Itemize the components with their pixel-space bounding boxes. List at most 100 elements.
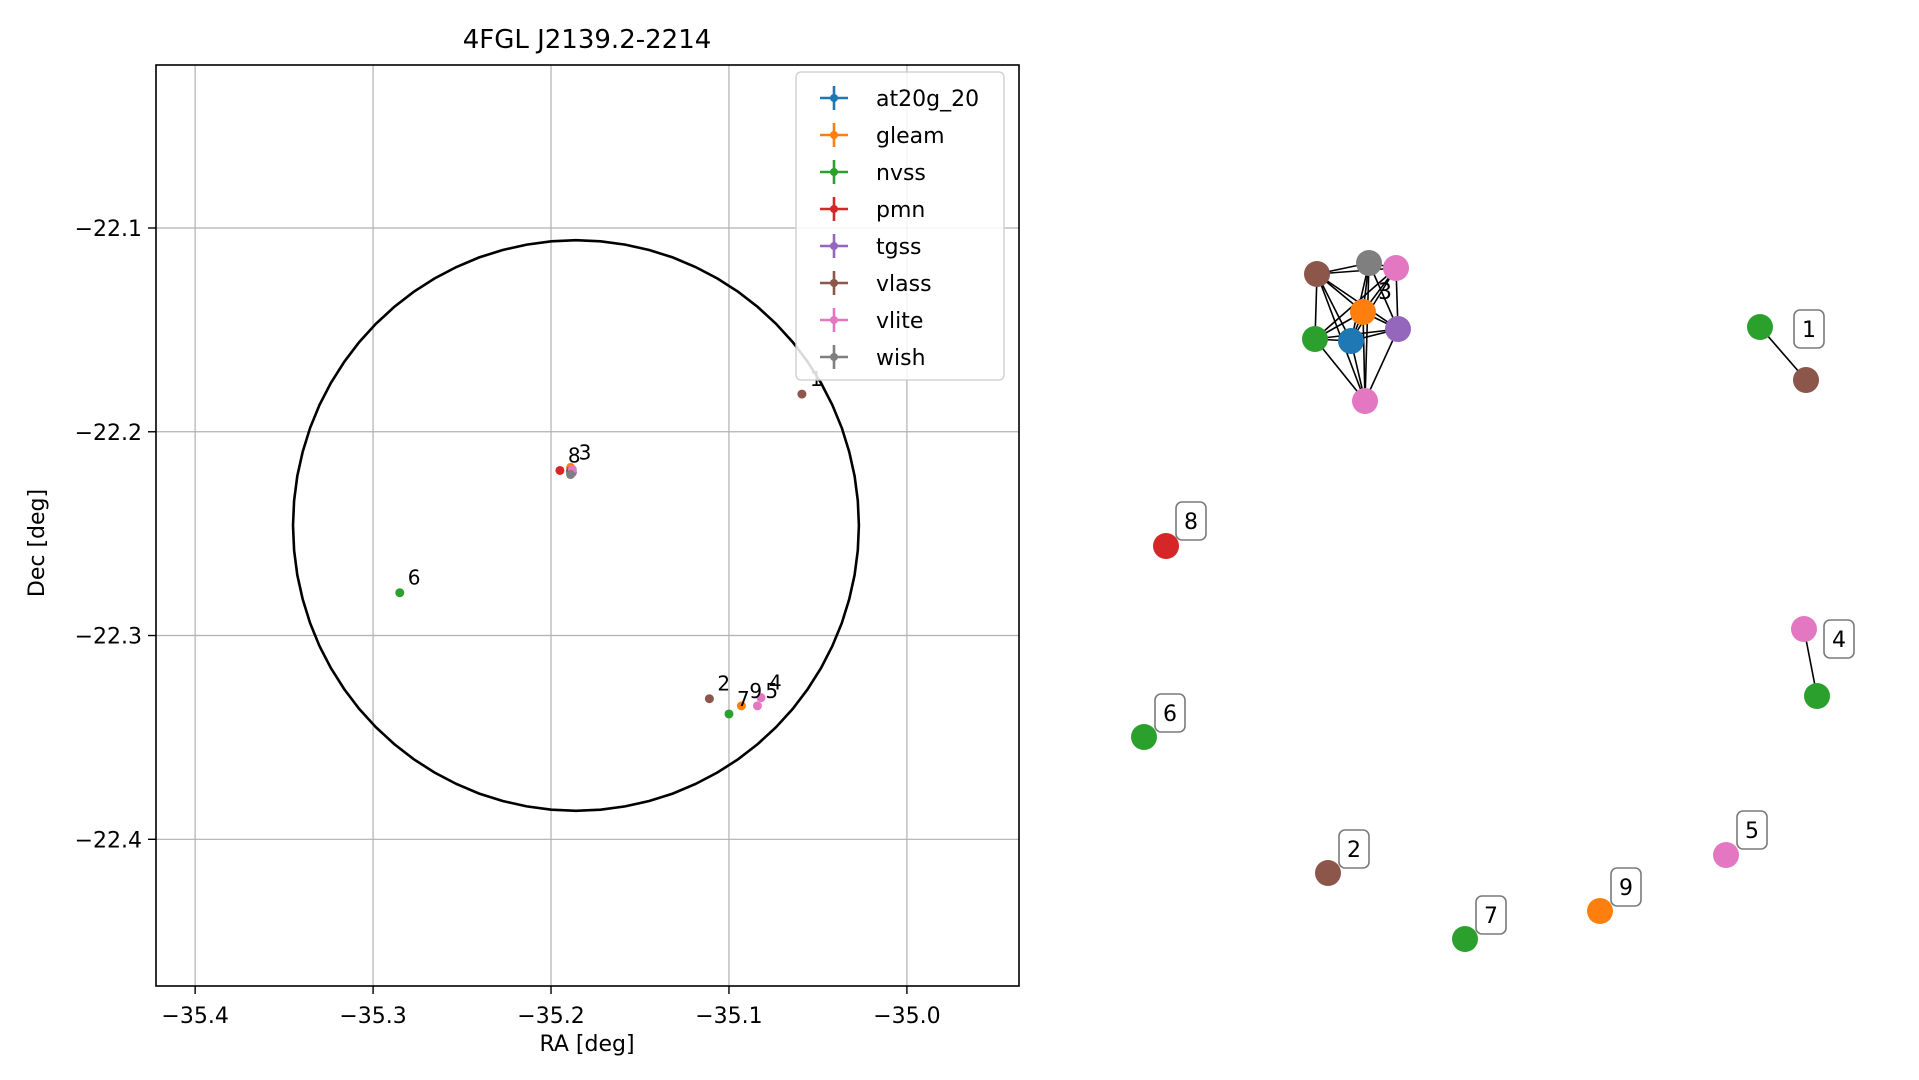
network-label-box: [1338, 829, 1370, 869]
network-node: [1352, 388, 1378, 414]
point-label: 6: [408, 566, 421, 590]
legend-label: nvss: [876, 161, 926, 186]
data-point-gleam: [736, 701, 746, 711]
plot-frame: [155, 64, 1020, 987]
legend-entry-gleam: gleam: [820, 123, 945, 149]
network-node: [1713, 842, 1739, 868]
legend-marker-dot: [830, 353, 838, 361]
y-tick-label: −22.2: [75, 421, 142, 446]
y-tick-label: −22.3: [75, 625, 142, 650]
network-label-text: 2: [1347, 838, 1361, 863]
x-tick-label: −35.0: [873, 1004, 940, 1029]
y-tick-label: −22.4: [75, 828, 142, 853]
axis-ticks: −35.4 −35.3 −35.2 −35.1 −35.0 −22.1 −22.2 −22.3…: [75, 217, 941, 1029]
network-label-text: 8: [1184, 510, 1198, 535]
x-tick-label: −35.2: [517, 1004, 584, 1029]
legend-label: pmn: [876, 198, 925, 223]
legend-marker-dot: [830, 316, 838, 324]
network-node: [1385, 316, 1411, 342]
legend-box: [795, 71, 1005, 381]
grid: [156, 65, 1019, 986]
network-label-text: 7: [1484, 904, 1498, 929]
legend-entry-at20g_20: at20g_20: [820, 86, 979, 112]
network-node: [1452, 926, 1478, 952]
network-node: [1315, 860, 1341, 886]
data-point-vlite: [752, 701, 762, 711]
network-node: [1791, 616, 1817, 642]
network-label-box: [1154, 693, 1186, 733]
network-node: [1356, 250, 1382, 276]
network-label-box: [1793, 309, 1825, 349]
network-node: [1302, 326, 1328, 352]
point-label: 4: [769, 671, 782, 695]
network-node-label: 4: [1823, 619, 1855, 659]
y-axis-label: Dec [deg]: [25, 489, 50, 597]
x-tick-label: −35.3: [339, 1004, 406, 1029]
legend-marker-dot: [830, 279, 838, 287]
network-node: [1793, 367, 1819, 393]
network-node: [1587, 898, 1613, 924]
point-label: 2: [717, 672, 730, 696]
data-point-vlass: [797, 389, 807, 399]
legend-entry-vlass: vlass: [820, 271, 932, 297]
point-label: 8: [568, 443, 581, 467]
network-node-label: 5: [1736, 810, 1768, 850]
network-node: [1383, 255, 1409, 281]
network-nodes: [1131, 250, 1830, 952]
network-node: [1338, 328, 1364, 354]
data-point-wish: [566, 470, 576, 480]
legend-label: vlass: [876, 272, 932, 297]
network-node: [1153, 533, 1179, 559]
legend-label: wish: [876, 346, 926, 371]
network-node-label: 6: [1154, 693, 1186, 733]
network-node: [1350, 299, 1376, 325]
legend-marker-dot: [830, 242, 838, 250]
network-node-label: 2: [1338, 829, 1370, 869]
network-node-label: 3: [1378, 280, 1392, 305]
network-label-text: 4: [1832, 628, 1846, 653]
point-label: 3: [579, 440, 592, 464]
chart-title: 4FGL J2139.2-2214: [463, 25, 712, 55]
network-node: [1804, 683, 1830, 709]
x-tick-label: −35.1: [695, 1004, 762, 1029]
legend-marker-dot: [830, 205, 838, 213]
network-label-box: [1736, 810, 1768, 850]
network-label-box: [1610, 867, 1642, 907]
network-label-text: 6: [1163, 702, 1177, 727]
legend-entry-wish: wish: [820, 345, 926, 371]
network-edge: [1362, 311, 1366, 402]
x-axis-label: RA [deg]: [539, 1032, 634, 1057]
network-node: [1304, 261, 1330, 287]
scatter-panel: 396781245 −35.4−35.3−35.2−35.1−35.0−22.1…: [25, 25, 1020, 1057]
y-tick-label: −22.1: [75, 217, 142, 242]
network-edge: [1314, 338, 1366, 402]
legend-entry-tgss: tgss: [820, 234, 922, 260]
legend-label: vlite: [876, 309, 923, 334]
network-label-text: 1: [1802, 318, 1816, 343]
network-panel: 3 1 8 4 6 5 2 9 7: [1131, 250, 1855, 952]
legend-label: tgss: [876, 235, 922, 260]
x-tick-label: −35.4: [161, 1004, 228, 1029]
legend-entry-nvss: nvss: [820, 160, 926, 186]
data-point-vlite: [756, 693, 766, 703]
network-node-label: 7: [1475, 895, 1507, 935]
data-points: [395, 389, 807, 719]
legend-marker-dot: [830, 168, 838, 176]
network-edge: [1316, 267, 1397, 275]
point-label: 5: [765, 679, 778, 703]
network-node-label: 1: [1793, 309, 1825, 349]
point-label: 7: [737, 687, 750, 711]
network-label-text: 5: [1745, 819, 1759, 844]
legend-marker-dot: [830, 94, 838, 102]
data-point-nvss: [724, 709, 734, 719]
network-node-label: 9: [1610, 867, 1642, 907]
network-labels: 3 1 8 4 6 5 2 9 7: [1154, 280, 1855, 935]
network-label-box: [1475, 895, 1507, 935]
data-point-vlass: [704, 694, 714, 704]
legend-marker-dot: [830, 131, 838, 139]
data-point-nvss: [395, 588, 405, 598]
network-label-text: 3: [1378, 280, 1392, 305]
network-label-text: 9: [1619, 876, 1633, 901]
